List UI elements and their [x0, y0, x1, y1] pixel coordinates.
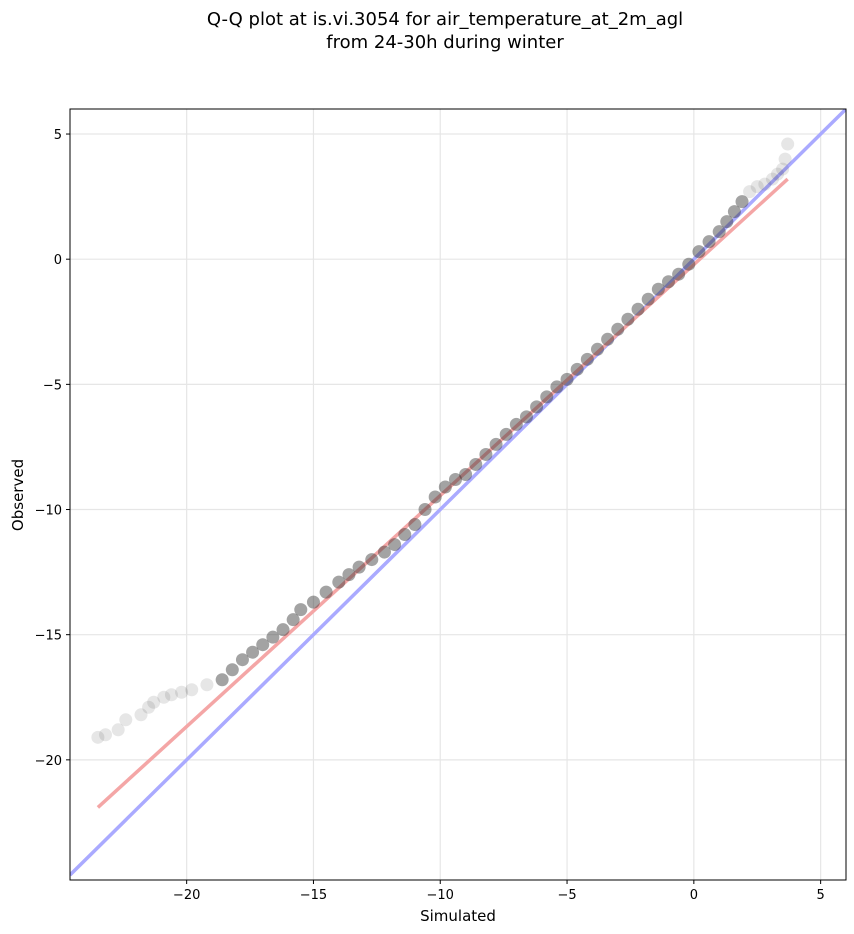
y-axis-label: Observed — [9, 459, 27, 531]
axis-ticks: −20 −15 −10 −5 0 5 −20 −15 −10 −5 0 5 — [35, 128, 825, 903]
quantile-point — [142, 700, 156, 714]
quantile-point — [469, 457, 483, 471]
quantile-point — [540, 390, 554, 404]
x-tick-label: −20 — [173, 888, 200, 903]
y-tick-label: −5 — [43, 378, 62, 393]
quantile-point — [294, 603, 308, 617]
quantile-point — [428, 490, 442, 504]
quantile-point — [276, 623, 290, 637]
quantile-point — [365, 553, 379, 567]
x-axis-label: Simulated — [420, 907, 496, 925]
quantile-point — [702, 235, 716, 249]
y-tick-label: −15 — [35, 629, 62, 644]
quantile-point — [778, 152, 792, 166]
quantile-point — [479, 447, 493, 461]
y-tick-label: −10 — [35, 504, 62, 519]
quantile-point — [682, 257, 696, 271]
quantile-point — [147, 695, 161, 709]
quantile-point — [692, 245, 706, 259]
quantile-point — [119, 713, 133, 727]
quantile-point — [286, 613, 300, 627]
chart-title-line-2: from 24-30h during winter — [326, 32, 564, 53]
quantile-point — [735, 195, 749, 209]
x-tick-label: −5 — [557, 888, 576, 903]
quantile-point — [509, 417, 523, 431]
quantile-point — [459, 467, 473, 481]
quantile-point — [519, 410, 533, 424]
quantile-point — [225, 663, 239, 677]
quantile-point — [246, 645, 260, 659]
quantile-point — [781, 137, 795, 151]
quantile-point — [134, 708, 148, 722]
quantile-point — [377, 545, 391, 559]
quantile-point — [651, 282, 665, 296]
quantile-point — [750, 180, 764, 194]
quantile-point — [111, 723, 125, 737]
quantile-point — [560, 372, 574, 386]
quantile-point — [570, 362, 584, 376]
x-tick-label: 0 — [690, 888, 698, 903]
quantile-point — [499, 427, 513, 441]
quantile-point — [743, 185, 757, 199]
quantile-points — [91, 137, 795, 744]
quantile-point — [388, 538, 402, 552]
quantile-point — [550, 380, 564, 394]
quantile-point — [765, 172, 779, 186]
x-tick-label: −10 — [427, 888, 454, 903]
quantile-point — [164, 688, 178, 702]
quantile-point — [418, 503, 432, 517]
y-tick-label: −20 — [35, 754, 62, 769]
quantile-point — [200, 678, 214, 692]
quantile-point — [621, 312, 635, 326]
quantile-point — [438, 480, 452, 494]
quantile-point — [720, 215, 734, 229]
quantile-point — [590, 342, 604, 356]
quantile-point — [771, 167, 785, 181]
x-tick-label: 5 — [816, 888, 824, 903]
quantile-point — [352, 560, 366, 574]
quantile-point — [306, 595, 320, 609]
quantile-point — [332, 575, 346, 589]
quantile-point — [631, 302, 645, 316]
fit-line — [96, 177, 789, 809]
x-tick-label: −15 — [300, 888, 327, 903]
quantile-point — [342, 568, 356, 582]
quantile-point — [727, 205, 741, 219]
quantile-point — [266, 630, 280, 644]
quantile-point — [157, 690, 171, 704]
y-tick-label: 5 — [54, 128, 62, 143]
plot-area-frame — [69, 108, 847, 881]
quantile-point — [712, 225, 726, 239]
quantile-point — [580, 352, 594, 366]
quantile-point — [185, 683, 199, 697]
quantile-point — [672, 267, 686, 281]
quantile-point — [758, 177, 772, 191]
quantile-point — [215, 673, 229, 687]
quantile-point — [601, 332, 615, 346]
quantile-point — [489, 437, 503, 451]
quantile-point — [530, 400, 544, 414]
quantile-point — [235, 653, 249, 667]
quantile-point — [408, 518, 422, 532]
quantile-point — [256, 638, 270, 652]
quantile-point — [776, 162, 790, 176]
quantile-point — [448, 472, 462, 486]
identity-line — [70, 109, 846, 877]
quantile-point — [641, 292, 655, 306]
quantile-point — [398, 528, 412, 542]
quantile-point — [611, 322, 625, 336]
reference-lines — [70, 109, 846, 877]
quantile-point — [99, 728, 113, 742]
quantile-point — [175, 685, 189, 699]
chart-title-line-1: Q-Q plot at is.vi.3054 for air_temperatu… — [207, 9, 683, 30]
y-tick-label: 0 — [54, 253, 62, 268]
grid-lines — [70, 109, 846, 880]
quantile-point — [319, 585, 333, 599]
quantile-point — [661, 275, 675, 289]
quantile-point — [91, 730, 105, 744]
